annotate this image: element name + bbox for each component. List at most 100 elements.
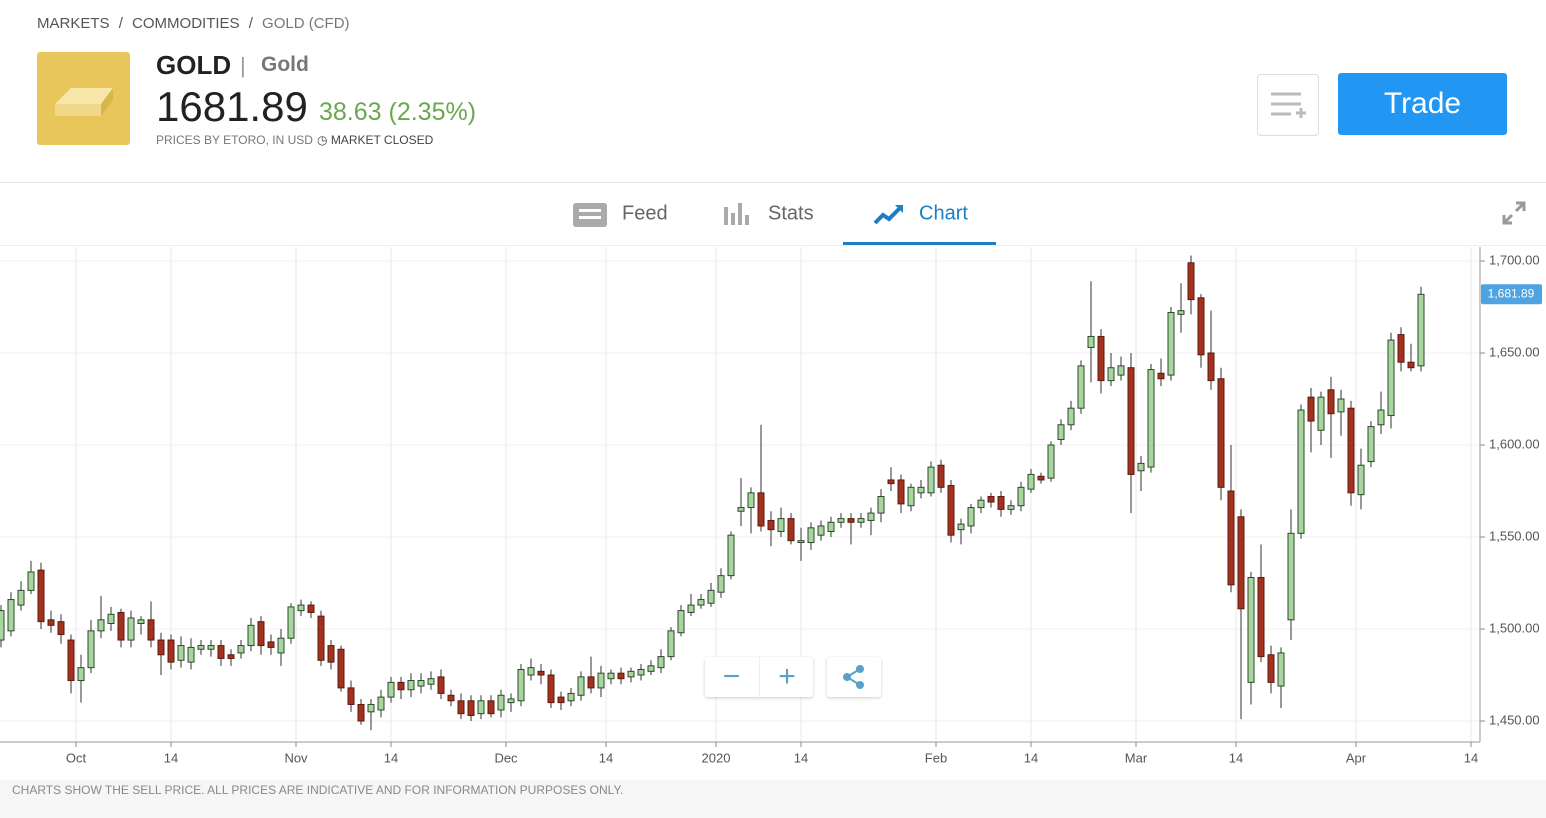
candle-body: [397, 681, 405, 691]
candle-body: [1107, 367, 1115, 382]
status: ◷ MARKET CLOSED: [317, 133, 434, 147]
candle-body: [417, 680, 425, 687]
trade-button[interactable]: Trade: [1338, 73, 1507, 135]
x-tick-label: 14: [1024, 750, 1038, 765]
candle-body: [637, 668, 645, 676]
tab[interactable]: Stats: [722, 199, 814, 229]
candle-body: [617, 672, 625, 680]
gold-icon: [37, 52, 130, 145]
candle-body: [847, 518, 855, 523]
candle-body: [427, 678, 435, 685]
candle-body: [507, 698, 515, 704]
candle-body: [797, 540, 805, 544]
crumb: GOLD (CFD): [262, 15, 350, 32]
tabs: Feed Stats Chart: [0, 183, 1546, 246]
current-price-label: 1,681.89: [1488, 286, 1535, 300]
candle-body: [147, 619, 155, 641]
zoom-out[interactable]: −: [722, 660, 741, 693]
candle-body: [927, 466, 935, 494]
candle-body: [267, 641, 275, 648]
candle-body: [487, 700, 495, 715]
candle-body: [177, 645, 185, 661]
candle-body: [627, 670, 635, 678]
candle-body: [97, 619, 105, 632]
x-tick-label: 14: [1464, 750, 1478, 765]
price: 1681.89: [156, 83, 308, 130]
y-tick-label: 1,500.00: [1489, 620, 1540, 635]
tab[interactable]: Chart: [873, 199, 968, 229]
candle-body: [297, 604, 305, 612]
y-tick-label: 1,600.00: [1489, 436, 1540, 451]
share-icon: [843, 665, 864, 689]
x-tick-label: 14: [794, 750, 808, 765]
candle-body: [857, 518, 865, 523]
candle-body: [777, 518, 785, 532]
candle-body: [1147, 369, 1155, 468]
candle-body: [1137, 462, 1145, 472]
candle-body: [667, 630, 675, 658]
candle-body: [1097, 335, 1105, 382]
candle-body: [787, 518, 795, 542]
candle-body: [1247, 576, 1255, 683]
candle-body: [1347, 407, 1355, 494]
candle-body: [1257, 576, 1265, 658]
y-tick-label: 1,650.00: [1489, 344, 1540, 359]
current-price-marker: [1481, 284, 1542, 305]
candle-body: [567, 692, 575, 702]
x-tick-label: 14: [384, 750, 398, 765]
candle-body: [647, 665, 655, 672]
tab-label: Chart: [919, 202, 968, 225]
candle-body: [1367, 426, 1375, 463]
candle-body: [407, 680, 415, 691]
status-text: MARKET CLOSED: [330, 133, 434, 147]
candle-body: [717, 575, 725, 593]
sep: /: [248, 15, 253, 32]
symbol: GOLD: [156, 50, 232, 80]
x-tick-label: Oct: [66, 750, 87, 765]
zoom-controls: − +: [705, 657, 813, 697]
candle-body: [1217, 378, 1225, 488]
candle-body: [1227, 490, 1235, 586]
candle-body: [1197, 297, 1205, 356]
change: 38.63 (2.35%): [319, 98, 477, 126]
fullscreen[interactable]: [1500, 199, 1528, 227]
candle-body: [1057, 424, 1065, 440]
candle-body: [1307, 396, 1315, 422]
candle-body: [27, 571, 35, 591]
candle-body: [137, 619, 145, 624]
source: PRICES BY ETORO, IN USD: [156, 133, 313, 147]
header: MARKETS / COMMODITIES / GOLD (CFD) GOLD …: [0, 0, 1546, 183]
candle-body: [1387, 339, 1395, 417]
candle-body: [1207, 352, 1215, 382]
candle-body: [67, 639, 75, 682]
tab[interactable]: Feed: [572, 199, 668, 229]
candle-body: [1067, 407, 1075, 426]
candle-body: [827, 521, 835, 532]
candle-body: [727, 534, 735, 577]
watch-icon: [1271, 92, 1306, 118]
watchlist-button[interactable]: [1257, 74, 1319, 136]
zoom-in[interactable]: +: [759, 657, 814, 697]
sep: /: [118, 15, 123, 32]
tab-underline: [843, 242, 996, 245]
candle-body: [537, 670, 545, 676]
candle-body: [767, 519, 775, 531]
crumb[interactable]: MARKETS: [37, 15, 110, 32]
candle-body: [197, 645, 205, 650]
candle-body: [447, 694, 455, 702]
x-tick-label: 14: [1229, 750, 1243, 765]
share-button[interactable]: [827, 657, 881, 697]
candle-body: [367, 703, 375, 713]
candle-body: [277, 637, 285, 654]
candle-body: [1177, 310, 1185, 315]
feed-icon: [573, 203, 607, 227]
crumb[interactable]: COMMODITIES: [132, 15, 240, 32]
candle-body: [1417, 293, 1425, 367]
candle-body: [1277, 652, 1285, 687]
candle-body: [217, 645, 225, 659]
candle-body: [387, 681, 395, 698]
x-tick-label: Apr: [1346, 750, 1367, 765]
candles: [0, 255, 1425, 731]
candle-body: [317, 615, 325, 661]
